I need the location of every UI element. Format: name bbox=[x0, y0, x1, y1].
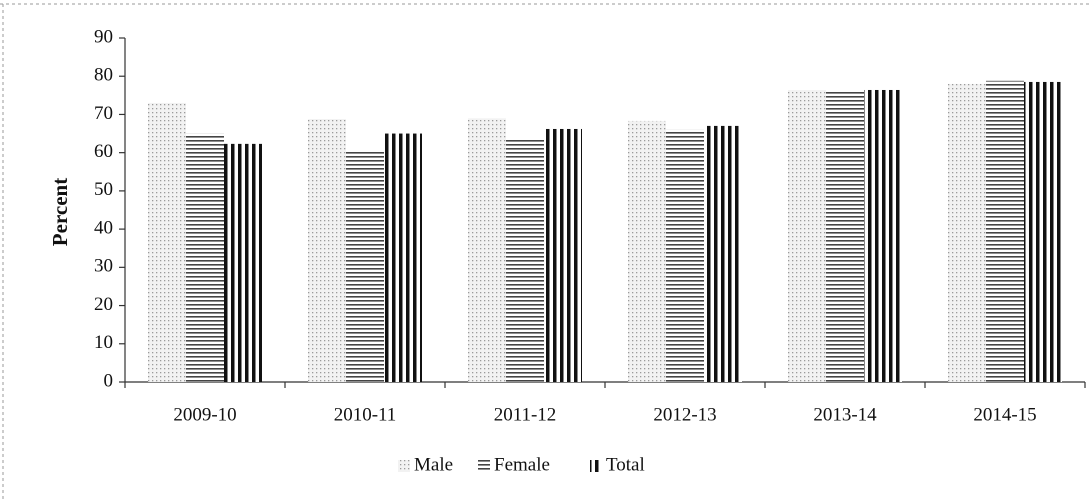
x-tick-label: 2013-14 bbox=[813, 404, 877, 425]
bar bbox=[148, 102, 186, 382]
bar bbox=[948, 83, 986, 382]
bar bbox=[788, 89, 826, 382]
bar bbox=[666, 129, 704, 382]
y-tick-label: 50 bbox=[94, 179, 113, 200]
y-tick-label: 60 bbox=[94, 141, 113, 162]
bar bbox=[308, 119, 346, 382]
legend-label: Female bbox=[494, 454, 550, 475]
bar bbox=[506, 138, 544, 382]
x-tick-label: 2011-12 bbox=[494, 404, 557, 425]
y-tick-label: 0 bbox=[104, 370, 114, 391]
bar bbox=[224, 143, 262, 382]
bar bbox=[346, 151, 384, 382]
x-tick-label: 2014-15 bbox=[973, 404, 1036, 425]
y-tick-label: 10 bbox=[94, 332, 113, 353]
bar bbox=[186, 133, 224, 382]
bar bbox=[384, 133, 422, 382]
bar bbox=[544, 128, 582, 382]
bar bbox=[468, 118, 506, 383]
x-tick-label: 2009-10 bbox=[173, 404, 236, 425]
bar bbox=[826, 91, 864, 382]
bar bbox=[1024, 81, 1062, 382]
legend-swatch bbox=[478, 460, 490, 472]
bar bbox=[628, 120, 666, 382]
legend-swatch bbox=[590, 460, 602, 472]
y-tick-label: 30 bbox=[94, 256, 113, 277]
legend-label: Male bbox=[414, 454, 453, 475]
legend-swatch bbox=[398, 460, 410, 472]
legend-label: Total bbox=[606, 454, 645, 475]
y-tick-label: 20 bbox=[94, 294, 113, 315]
x-tick-label: 2010-11 bbox=[334, 404, 397, 425]
x-tick-label: 2012-13 bbox=[653, 404, 716, 425]
y-axis-label: Percent bbox=[48, 178, 72, 246]
bar bbox=[704, 125, 742, 383]
y-tick-label: 90 bbox=[94, 26, 113, 47]
y-tick-label: 80 bbox=[94, 65, 113, 86]
y-tick-label: 40 bbox=[94, 217, 113, 238]
bar bbox=[864, 89, 902, 382]
y-tick-label: 70 bbox=[94, 103, 113, 124]
bar bbox=[986, 80, 1024, 382]
